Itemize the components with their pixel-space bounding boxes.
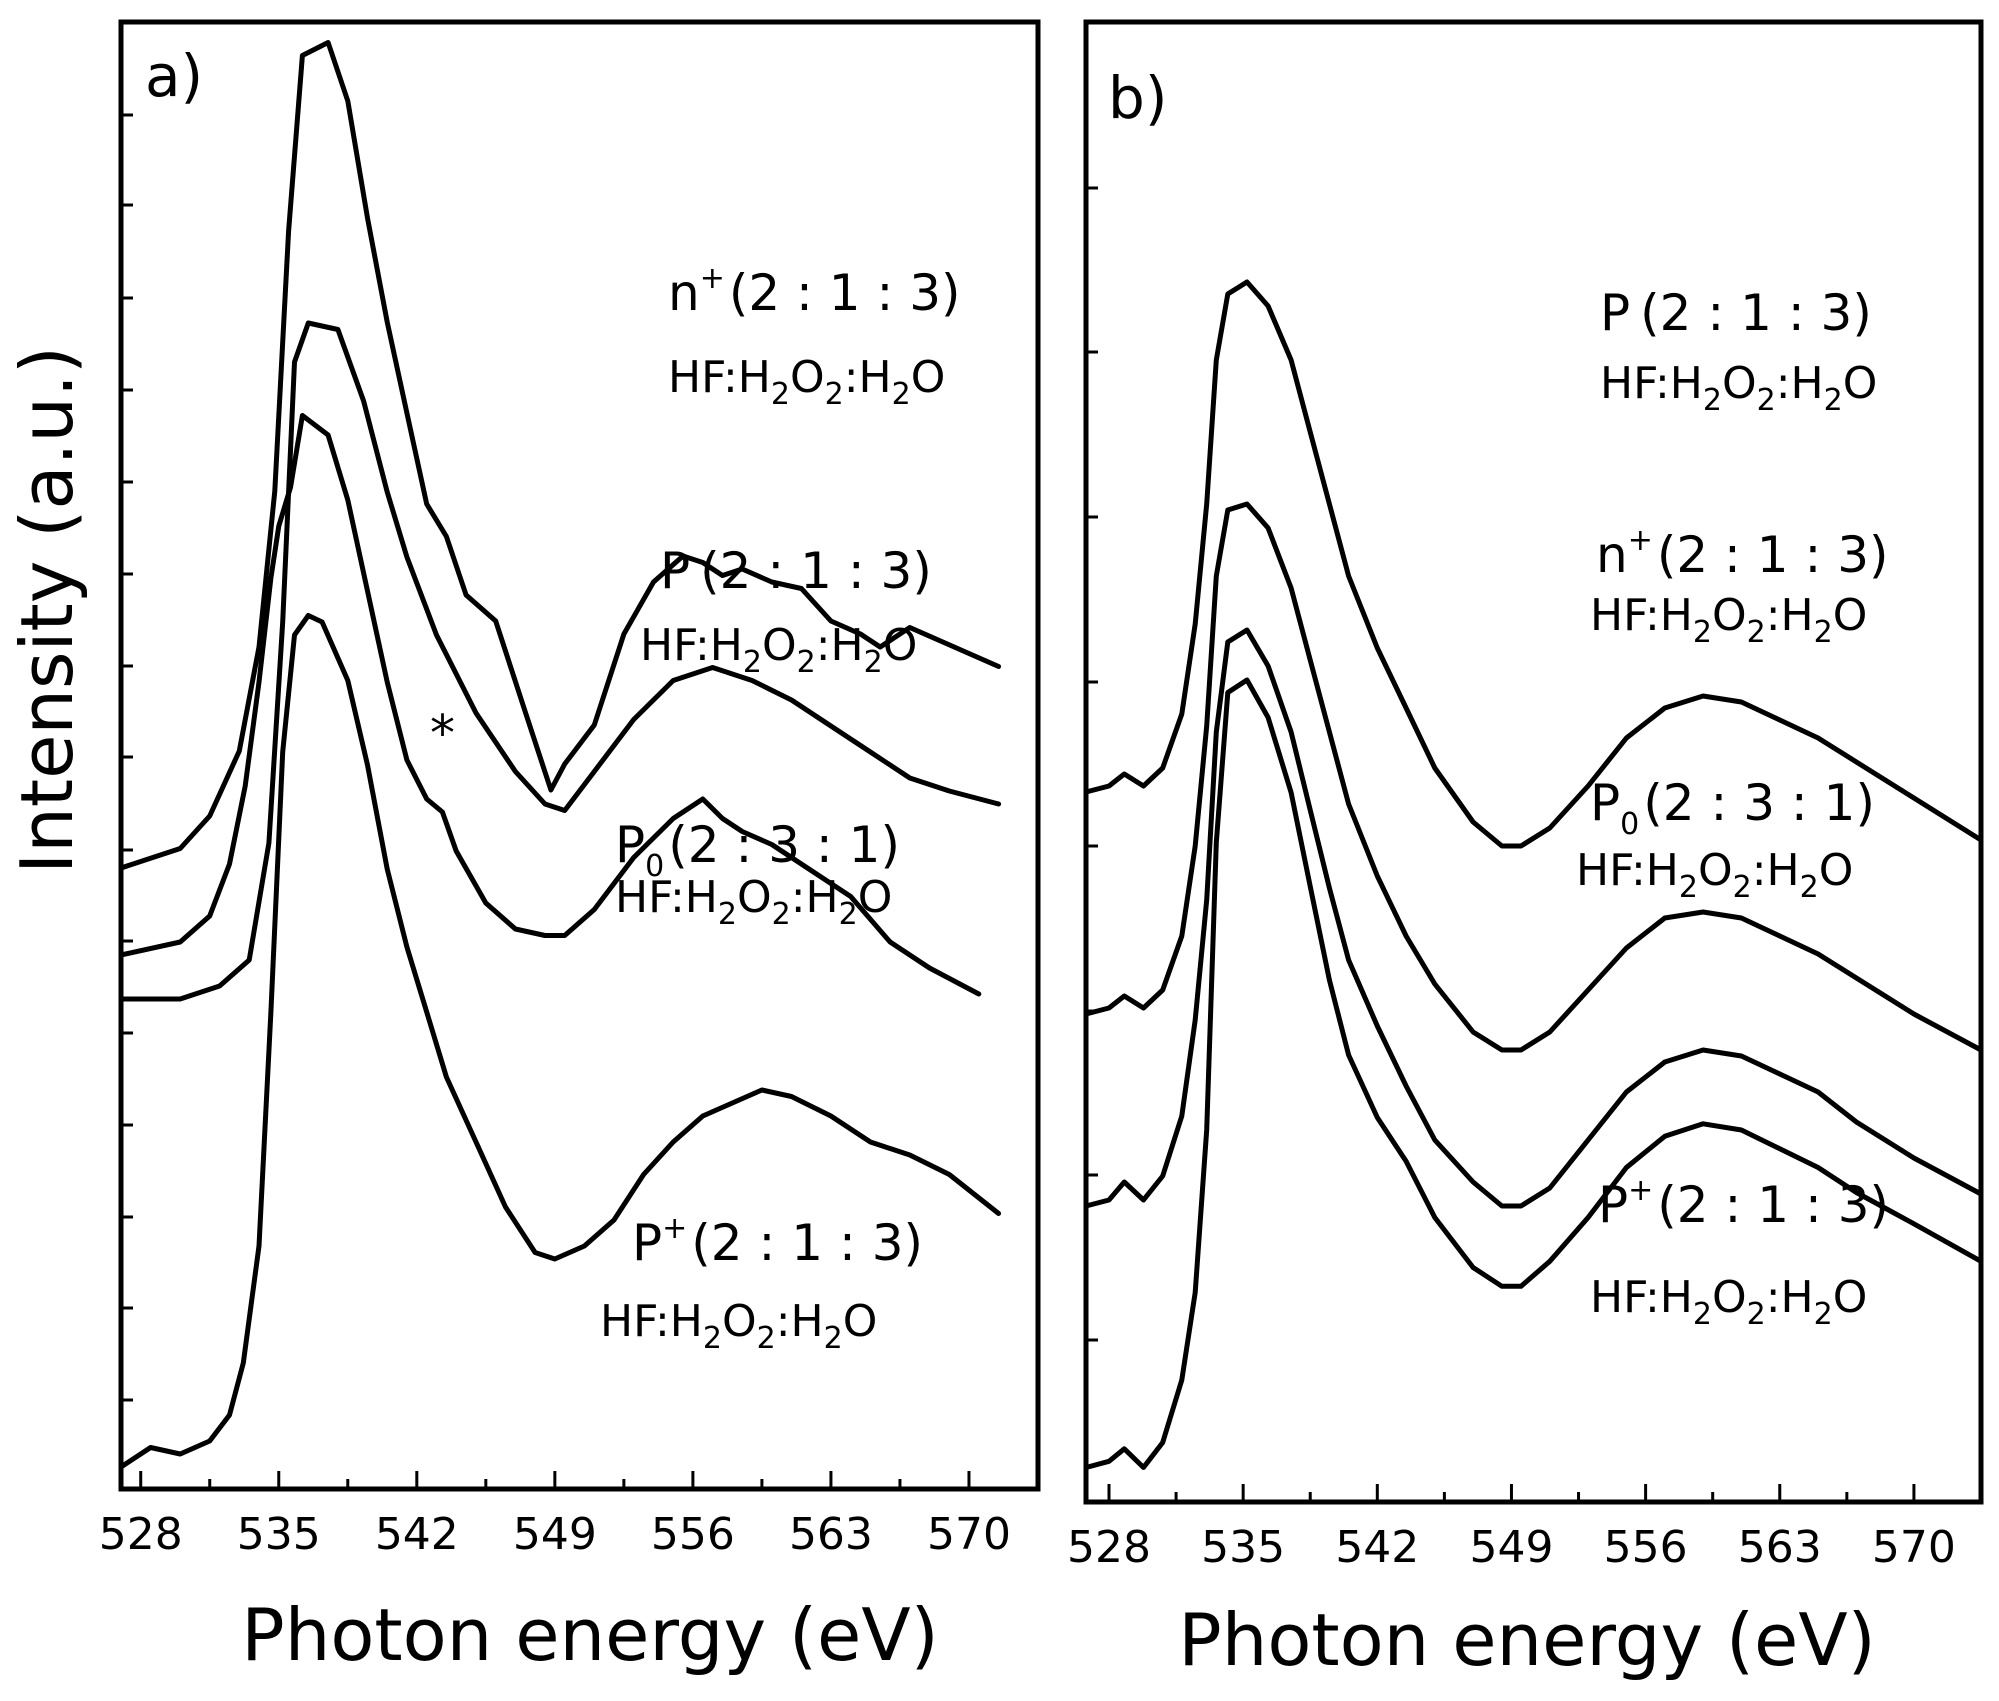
panel-b-series-line	[1083, 677, 1984, 1470]
panel-a-series-line	[118, 320, 1002, 1002]
panel-a-label-p-plus-title: P+(2 : 1 : 3)	[632, 1211, 923, 1272]
panel-b-label-p-plus-title: P+(2 : 1 : 3)	[1598, 1173, 1889, 1234]
panel-b-label-n-plus: n+(2 : 1 : 3) HF:H2O2:H2O	[1590, 523, 1889, 650]
panel-b-frame	[1083, 19, 1984, 1505]
panel-b-curves	[1083, 279, 1984, 1470]
panel-b-series-line	[1083, 279, 1984, 849]
panel-b-label-p0-title: P0(2 : 3 : 1)	[1590, 774, 1875, 842]
panel-b-label-p-ratio: HF:H2O2:H2O	[1600, 358, 1877, 418]
panel-b-x-tick-label: 563	[1738, 1522, 1822, 1573]
panel-a-series-line	[118, 40, 1002, 871]
panel-a-label-p-plus: P+(2 : 1 : 3) HF:H2O2:H2O	[600, 1211, 923, 1356]
panel-a-series-line	[118, 413, 982, 997]
panel-a-x-tick-label: 542	[375, 1509, 459, 1560]
panel-a-label-n-plus-ratio: HF:H2O2:H2O	[668, 352, 945, 412]
panel-a-label-n-plus: n+(2 : 1 : 3) HF:H2O2:H2O	[668, 261, 961, 412]
panel-a-label-p0-title: P0(2 : 3 : 1)	[615, 816, 900, 884]
panel-b-ticks: 528 535 542 549 556 563 570	[1067, 186, 1956, 1573]
panel-a-x-tick-label: 549	[513, 1509, 597, 1560]
panel-a-asterisk: *	[430, 705, 455, 763]
panel-a-series-line	[118, 613, 1002, 1470]
panel-a-x-tick-label: 570	[927, 1509, 1011, 1560]
panel-b-x-tick-label: 528	[1067, 1522, 1151, 1573]
panel-a-label: a)	[145, 42, 203, 110]
panel-a: a) 528 535 542 549 556 563 570 Photon energy (…	[99, 19, 1041, 1677]
panel-a-ticks: 528 535 542 549 556 563 570	[99, 113, 1011, 1560]
panel-a-label-p0-ratio: HF:H2O2:H2O	[615, 872, 892, 932]
panel-a-x-axis-title: Photon energy (eV)	[241, 1593, 938, 1677]
panel-a-label-n-plus-title: n+(2 : 1 : 3)	[668, 261, 961, 322]
panel-b-x-tick-label: 542	[1335, 1522, 1419, 1573]
panel-a-label-p: P (2 : 1 : 3) HF:H2O2:H2O	[640, 542, 932, 680]
panel-b: b) 528 535 542 549 556 563 570 Photon energy (…	[1067, 19, 1984, 1682]
panel-b-x-tick-label: 549	[1469, 1522, 1553, 1573]
panel-b-label: b)	[1108, 64, 1167, 132]
panel-a-x-tick-label: 535	[237, 1509, 321, 1560]
panel-b-label-p0-ratio: HF:H2O2:H2O	[1576, 845, 1853, 905]
panel-a-x-tick-label: 528	[99, 1509, 183, 1560]
panel-b-series-line	[1083, 501, 1984, 1053]
panel-b-x-tick-label: 556	[1604, 1522, 1688, 1573]
panel-a-label-p-ratio: HF:H2O2:H2O	[640, 620, 917, 680]
panel-a-label-p-plus-ratio: HF:H2O2:H2O	[600, 1296, 877, 1356]
panel-a-curves	[118, 40, 1002, 1470]
panel-a-x-tick-label: 556	[651, 1509, 735, 1560]
panel-a-x-tick-label: 563	[789, 1509, 873, 1560]
panel-b-x-tick-label: 535	[1201, 1522, 1285, 1573]
panel-b-label-p: P (2 : 1 : 3) HF:H2O2:H2O	[1600, 284, 1877, 418]
panel-b-label-n-plus-ratio: HF:H2O2:H2O	[1590, 590, 1867, 650]
panel-b-label-p-plus-ratio: HF:H2O2:H2O	[1590, 1272, 1867, 1332]
panel-a-label-p-title: P (2 : 1 : 3)	[660, 542, 932, 600]
y-axis-title: Intensity (a.u.)	[5, 346, 89, 874]
panel-b-label-p0: P0(2 : 3 : 1) HF:H2O2:H2O	[1576, 774, 1875, 905]
panel-b-series-line	[1083, 627, 1984, 1209]
panel-a-label-p0: P0(2 : 3 : 1) HF:H2O2:H2O	[615, 816, 900, 932]
panel-b-x-axis-title: Photon energy (eV)	[1178, 1598, 1875, 1682]
panel-b-x-tick-label: 570	[1872, 1522, 1956, 1573]
panel-b-label-n-plus-title: n+(2 : 1 : 3)	[1596, 523, 1889, 584]
panel-b-label-p-title: P (2 : 1 : 3)	[1600, 284, 1872, 342]
panel-b-label-p-plus: P+(2 : 1 : 3) HF:H2O2:H2O	[1590, 1173, 1889, 1332]
